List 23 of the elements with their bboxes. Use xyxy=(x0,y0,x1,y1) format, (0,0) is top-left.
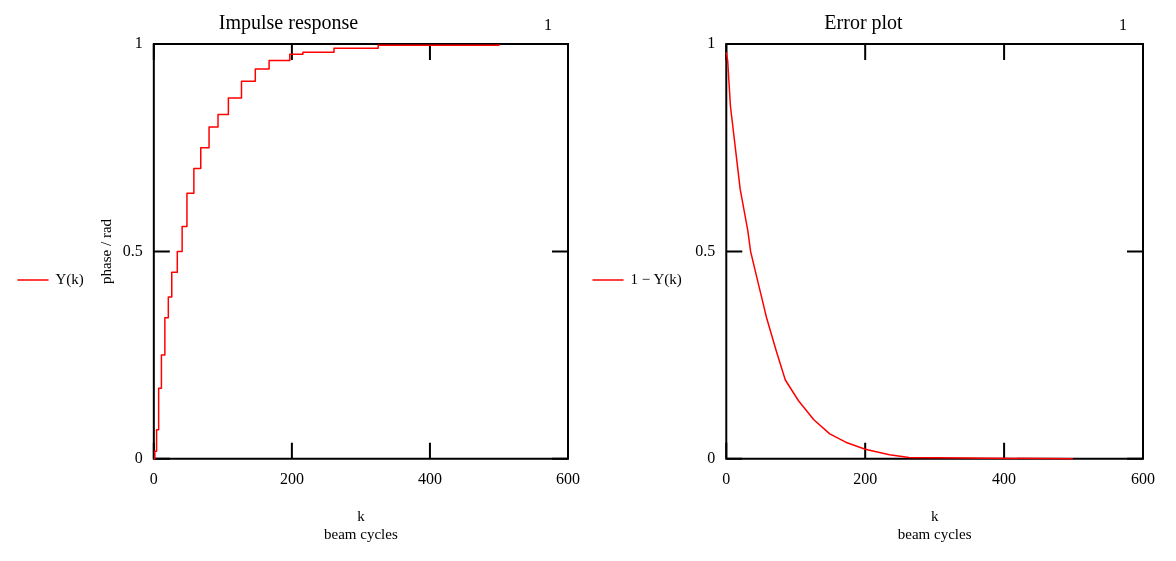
y-tick-label: 0.5 xyxy=(695,241,716,259)
x-tick-label: 400 xyxy=(992,469,1017,487)
y-tick-label: 0.5 xyxy=(122,241,143,259)
y-tick-label: 0 xyxy=(134,449,143,466)
legend-label: 1 − Y(k) xyxy=(630,270,682,288)
x-tick-label: 400 xyxy=(417,469,442,487)
y-tick-label: 0 xyxy=(707,449,716,466)
legend-label: Y(k) xyxy=(55,270,84,288)
chart-title: Impulse response xyxy=(218,11,359,35)
y-axis-title: phase / rad xyxy=(97,218,114,284)
text: 1 xyxy=(1119,16,1127,33)
x-tick-label: 200 xyxy=(853,469,878,487)
x-tick-label: 0 xyxy=(722,469,731,487)
x-axis-title: k beam cycles xyxy=(324,507,398,542)
chart-title: Error plot xyxy=(824,11,904,35)
x-tick-label: 600 xyxy=(556,469,580,487)
x-tick-label: 200 xyxy=(279,469,304,487)
x-tick-label: 600 xyxy=(1131,469,1155,487)
y-tick-label: 1 xyxy=(134,34,143,52)
x-tick-label: 0 xyxy=(149,469,158,487)
y-tick-label: 1 xyxy=(707,34,716,52)
x-axis-title: k beam cycles xyxy=(897,507,972,542)
text: 1 xyxy=(544,16,552,33)
